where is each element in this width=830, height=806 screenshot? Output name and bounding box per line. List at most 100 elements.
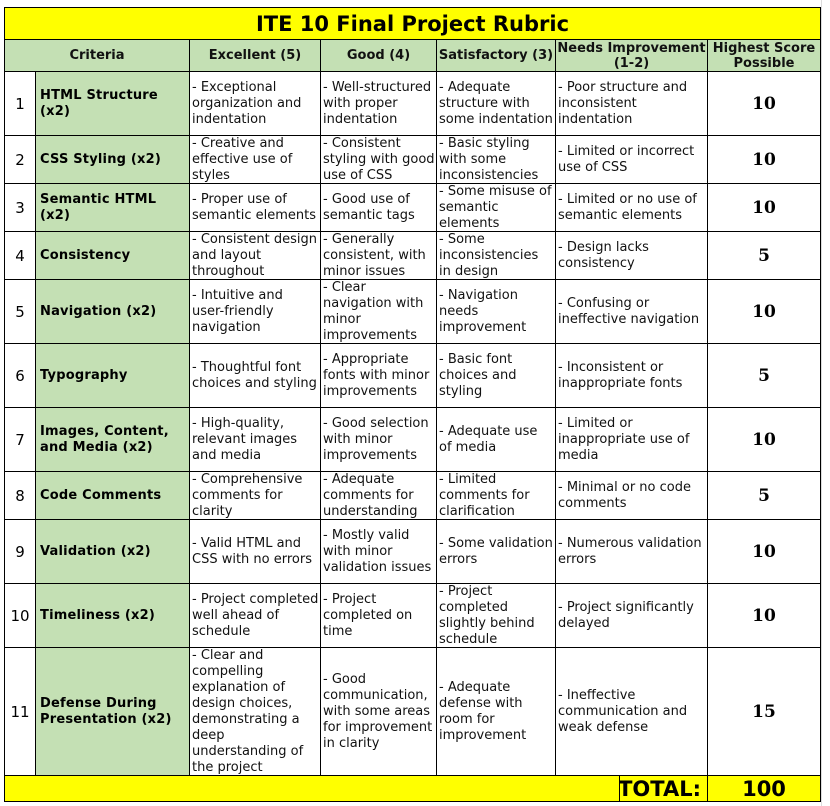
highest-score-cell[interactable]: 5 xyxy=(708,472,821,520)
satisfactory-cell[interactable]: - Basic font choices and styling xyxy=(437,344,556,408)
excellent-cell[interactable]: - Exceptional organization and indentati… xyxy=(190,72,321,136)
satisfactory-cell[interactable]: - Some inconsistencies in design xyxy=(437,232,556,280)
needs-improvement-cell[interactable]: - Inconsistent or inappropriate fonts xyxy=(556,344,708,408)
row-number[interactable]: 9 xyxy=(5,520,36,584)
row-number[interactable]: 8 xyxy=(5,472,36,520)
needs-improvement-cell[interactable]: - Project significantly delayed xyxy=(556,584,708,648)
needs-improvement-cell-text: - Inconsistent or inappropriate fonts xyxy=(558,359,683,391)
row-number[interactable]: 10 xyxy=(5,584,36,648)
excellent-cell[interactable]: - Comprehensive comments for clarity xyxy=(190,472,321,520)
criteria-cell[interactable]: Timeliness (x2) xyxy=(36,584,190,648)
row-number[interactable]: 1 xyxy=(5,72,36,136)
excellent-cell[interactable]: - Clear and compelling explanation of de… xyxy=(190,648,321,776)
needs-improvement-cell[interactable]: - Limited or inappropriate use of media xyxy=(556,408,708,472)
header-criteria[interactable]: Criteria xyxy=(5,40,190,72)
excellent-cell[interactable]: - High-quality, relevant images and medi… xyxy=(190,408,321,472)
needs-improvement-cell[interactable]: - Numerous validation errors xyxy=(556,520,708,584)
good-cell[interactable]: - Appropriate fonts with minor improveme… xyxy=(321,344,437,408)
needs-improvement-cell[interactable]: - Ineffective communication and weak def… xyxy=(556,648,708,776)
good-cell[interactable]: - Mostly valid with minor validation iss… xyxy=(321,520,437,584)
criteria-cell[interactable]: Validation (x2) xyxy=(36,520,190,584)
needs-improvement-cell[interactable]: - Design lacks consistency xyxy=(556,232,708,280)
total-value[interactable]: 100 xyxy=(708,776,821,802)
needs-improvement-cell[interactable]: - Minimal or no code comments xyxy=(556,472,708,520)
highest-score-cell[interactable]: 10 xyxy=(708,408,821,472)
criteria-cell[interactable]: CSS Styling (x2) xyxy=(36,136,190,184)
criteria-cell[interactable]: Images, Content, and Media (x2) xyxy=(36,408,190,472)
highest-score-cell-text: 10 xyxy=(752,197,776,218)
highest-score-cell-text: 10 xyxy=(752,93,776,114)
satisfactory-cell[interactable]: - Some misuse of semantic elements xyxy=(437,184,556,232)
highest-score-cell[interactable]: 10 xyxy=(708,280,821,344)
needs-improvement-cell-text: - Poor structure and inconsistent indent… xyxy=(558,79,688,127)
total-value-text: 100 xyxy=(742,776,786,801)
needs-improvement-cell[interactable]: - Limited or incorrect use of CSS xyxy=(556,136,708,184)
excellent-cell[interactable]: - Thoughtful font choices and styling xyxy=(190,344,321,408)
excellent-cell[interactable]: - Proper use of semantic elements xyxy=(190,184,321,232)
row-number-text: 9 xyxy=(15,542,25,561)
satisfactory-cell[interactable]: - Navigation needs improvement xyxy=(437,280,556,344)
row-number[interactable]: 6 xyxy=(5,344,36,408)
excellent-cell[interactable]: - Intuitive and user-friendly navigation xyxy=(190,280,321,344)
good-cell[interactable]: - Adequate comments for understanding xyxy=(321,472,437,520)
highest-score-cell-text: 10 xyxy=(752,605,776,626)
header-needs-improvement[interactable]: Needs Improvement (1-2) xyxy=(556,40,708,72)
row-number[interactable]: 3 xyxy=(5,184,36,232)
highest-score-cell[interactable]: 5 xyxy=(708,344,821,408)
good-cell[interactable]: - Good selection with minor improvements xyxy=(321,408,437,472)
row-number-text: 10 xyxy=(10,606,30,625)
row-number[interactable]: 4 xyxy=(5,232,36,280)
total-label[interactable]: TOTAL: xyxy=(620,776,708,802)
good-cell[interactable]: - Generally consistent, with minor issue… xyxy=(321,232,437,280)
excellent-cell[interactable]: - Creative and effective use of styles xyxy=(190,136,321,184)
satisfactory-cell-text: - Basic styling with some inconsistencie… xyxy=(439,136,539,183)
satisfactory-cell[interactable]: - Adequate structure with some indentati… xyxy=(437,72,556,136)
criteria-cell[interactable]: Defense During Presentation (x2) xyxy=(36,648,190,776)
needs-improvement-cell[interactable]: - Confusing or ineffective navigation xyxy=(556,280,708,344)
header-good[interactable]: Good (4) xyxy=(321,40,437,72)
row-number-text: 11 xyxy=(10,702,30,721)
row-number[interactable]: 5 xyxy=(5,280,36,344)
satisfactory-cell[interactable]: - Limited comments for clarification xyxy=(437,472,556,520)
good-cell[interactable]: - Well-structured with proper indentatio… xyxy=(321,72,437,136)
row-number[interactable]: 11 xyxy=(5,648,36,776)
good-cell[interactable]: - Clear navigation with minor improvemen… xyxy=(321,280,437,344)
row-number-text: 3 xyxy=(15,198,25,217)
satisfactory-cell-text: - Adequate defense with room for improve… xyxy=(439,679,527,743)
rubric-title[interactable]: ITE 10 Final Project Rubric xyxy=(5,8,821,40)
criteria-cell[interactable]: Consistency xyxy=(36,232,190,280)
satisfactory-cell[interactable]: - Some validation errors xyxy=(437,520,556,584)
criteria-cell[interactable]: Navigation (x2) xyxy=(36,280,190,344)
highest-score-cell[interactable]: 10 xyxy=(708,72,821,136)
excellent-cell[interactable]: - Valid HTML and CSS with no errors xyxy=(190,520,321,584)
excellent-cell-text: - High-quality, relevant images and medi… xyxy=(192,415,298,463)
highest-score-cell[interactable]: 10 xyxy=(708,520,821,584)
satisfactory-cell[interactable]: - Basic styling with some inconsistencie… xyxy=(437,136,556,184)
criteria-cell[interactable]: HTML Structure (x2) xyxy=(36,72,190,136)
criteria-cell[interactable]: Code Comments xyxy=(36,472,190,520)
satisfactory-cell[interactable]: - Project completed slightly behind sche… xyxy=(437,584,556,648)
highest-score-cell[interactable]: 5 xyxy=(708,232,821,280)
good-cell[interactable]: - Good use of semantic tags xyxy=(321,184,437,232)
row-number[interactable]: 2 xyxy=(5,136,36,184)
header-highest-score[interactable]: Highest Score Possible xyxy=(708,40,821,72)
header-satisfactory[interactable]: Satisfactory (3) xyxy=(437,40,556,72)
needs-improvement-cell[interactable]: - Limited or no use of semantic elements xyxy=(556,184,708,232)
header-excellent[interactable]: Excellent (5) xyxy=(190,40,321,72)
row-number[interactable]: 7 xyxy=(5,408,36,472)
good-cell[interactable]: - Consistent styling with good use of CS… xyxy=(321,136,437,184)
good-cell[interactable]: - Good communication, with some areas fo… xyxy=(321,648,437,776)
highest-score-cell[interactable]: 10 xyxy=(708,584,821,648)
highest-score-cell[interactable]: 10 xyxy=(708,184,821,232)
good-cell[interactable]: - Project completed on time xyxy=(321,584,437,648)
highest-score-cell[interactable]: 15 xyxy=(708,648,821,776)
criteria-cell[interactable]: Typography xyxy=(36,344,190,408)
excellent-cell[interactable]: - Project completed well ahead of schedu… xyxy=(190,584,321,648)
highest-score-cell[interactable]: 10 xyxy=(708,136,821,184)
criteria-cell[interactable]: Semantic HTML (x2) xyxy=(36,184,190,232)
excellent-cell[interactable]: - Consistent design and layout throughou… xyxy=(190,232,321,280)
excellent-cell-text: - Creative and effective use of styles xyxy=(192,136,293,183)
satisfactory-cell[interactable]: - Adequate defense with room for improve… xyxy=(437,648,556,776)
satisfactory-cell[interactable]: - Adequate use of media xyxy=(437,408,556,472)
needs-improvement-cell[interactable]: - Poor structure and inconsistent indent… xyxy=(556,72,708,136)
